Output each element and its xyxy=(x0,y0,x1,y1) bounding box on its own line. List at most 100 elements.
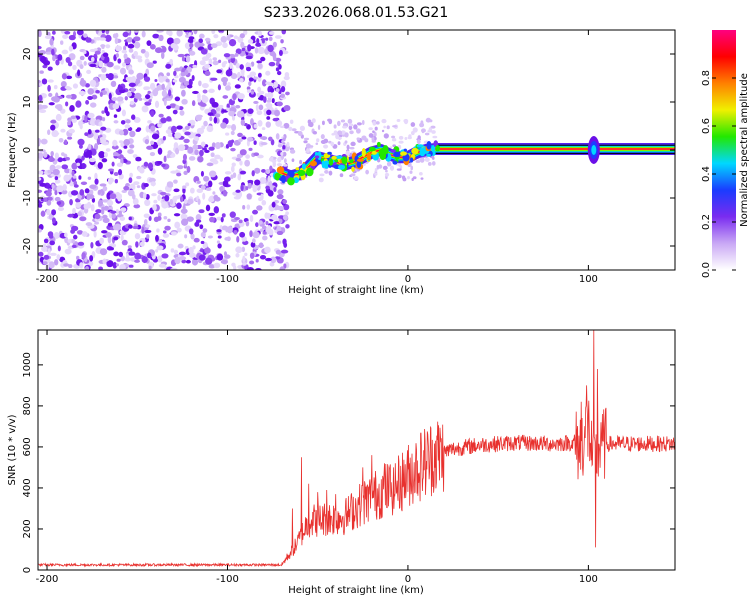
noise-speckle xyxy=(247,108,254,115)
noise-speckle xyxy=(271,201,276,208)
colorbar-tick-label: 0.4 xyxy=(701,166,712,182)
noise-speckle xyxy=(171,231,177,236)
noise-speckle xyxy=(113,120,119,124)
noise-speckle xyxy=(166,181,174,188)
noise-speckle xyxy=(161,89,168,98)
noise-speckle xyxy=(364,138,369,143)
snr-xtick-label: 100 xyxy=(579,574,598,585)
noise-speckle xyxy=(306,147,310,153)
noise-speckle xyxy=(120,234,124,242)
noise-speckle xyxy=(260,56,266,62)
noise-speckle xyxy=(182,204,186,212)
noise-speckle xyxy=(205,257,213,265)
noise-speckle xyxy=(199,60,206,66)
noise-speckle xyxy=(133,36,141,42)
ridge-blob xyxy=(274,172,281,181)
noise-speckle xyxy=(47,169,52,174)
noise-speckle xyxy=(91,197,96,203)
noise-speckle xyxy=(200,141,206,147)
noise-speckle xyxy=(53,85,58,90)
noise-speckle xyxy=(148,215,152,222)
noise-speckle xyxy=(166,116,172,122)
ridge-blob xyxy=(371,150,377,155)
noise-speckle xyxy=(241,236,247,242)
noise-speckle xyxy=(79,189,85,196)
noise-speckle xyxy=(269,156,274,162)
noise-speckle xyxy=(328,170,333,176)
noise-speckle xyxy=(79,262,84,269)
noise-speckle xyxy=(266,104,273,112)
noise-speckle xyxy=(261,127,266,131)
noise-speckle xyxy=(150,110,155,117)
noise-speckle xyxy=(112,262,117,269)
noise-speckle xyxy=(185,55,191,63)
ridge-blob xyxy=(392,160,398,165)
noise-speckle xyxy=(38,152,44,159)
noise-speckle xyxy=(167,218,171,223)
noise-speckle xyxy=(303,140,308,144)
noise-speckle xyxy=(202,147,208,151)
ridge-blob xyxy=(337,164,346,170)
noise-speckle xyxy=(299,125,305,131)
noise-speckle xyxy=(183,198,188,205)
noise-speckle xyxy=(316,138,320,143)
noise-speckle xyxy=(68,34,76,41)
noise-speckle xyxy=(170,267,178,270)
noise-speckle xyxy=(127,189,135,197)
ridge-blob xyxy=(378,149,384,156)
noise-speckle xyxy=(89,255,94,262)
noise-speckle xyxy=(246,86,251,91)
noise-speckle xyxy=(109,247,114,251)
noise-speckle xyxy=(262,235,268,241)
noise-speckle xyxy=(146,62,154,69)
noise-speckle xyxy=(116,258,121,262)
noise-speckle xyxy=(267,225,272,231)
noise-speckle xyxy=(213,262,221,269)
figure-title: S233.2026.068.01.53.G21 xyxy=(264,5,449,21)
noise-speckle xyxy=(348,125,353,131)
noise-speckle xyxy=(38,228,42,233)
noise-speckle xyxy=(47,129,51,136)
noise-speckle xyxy=(237,132,243,138)
noise-speckle xyxy=(158,113,164,118)
noise-speckle xyxy=(276,162,283,167)
noise-speckle xyxy=(122,158,128,163)
noise-speckle xyxy=(112,33,118,39)
noise-speckle xyxy=(280,93,286,99)
noise-speckle xyxy=(225,225,229,233)
noise-speckle xyxy=(126,36,133,43)
ridge-blob xyxy=(416,144,424,148)
noise-speckle xyxy=(68,128,75,134)
noise-speckle xyxy=(119,263,126,270)
noise-speckle xyxy=(142,192,147,200)
noise-speckle xyxy=(40,138,48,145)
noise-speckle xyxy=(90,241,94,249)
noise-speckle xyxy=(146,252,152,259)
noise-speckle xyxy=(183,30,189,33)
noise-speckle xyxy=(149,43,156,50)
noise-speckle xyxy=(87,143,92,151)
noise-speckle xyxy=(230,130,235,136)
noise-speckle xyxy=(267,175,271,183)
noise-speckle xyxy=(237,173,242,181)
ridge-blob xyxy=(400,151,407,156)
noise-speckle xyxy=(41,78,48,85)
noise-speckle xyxy=(93,230,97,238)
noise-speckle xyxy=(123,145,128,149)
noise-speckle xyxy=(282,199,288,204)
noise-speckle xyxy=(94,221,100,225)
noise-speckle xyxy=(55,113,62,122)
noise-speckle xyxy=(271,98,275,104)
noise-speckle xyxy=(128,264,134,268)
noise-speckle xyxy=(75,100,82,108)
noise-speckle xyxy=(282,215,288,221)
noise-speckle xyxy=(186,165,191,173)
noise-speckle xyxy=(208,170,217,178)
noise-speckle xyxy=(170,248,175,253)
noise-speckle xyxy=(54,152,59,160)
noise-speckle xyxy=(263,96,267,103)
noise-speckle xyxy=(192,90,199,94)
noise-speckle xyxy=(250,90,254,95)
noise-speckle xyxy=(64,168,71,174)
noise-speckle xyxy=(143,219,148,226)
